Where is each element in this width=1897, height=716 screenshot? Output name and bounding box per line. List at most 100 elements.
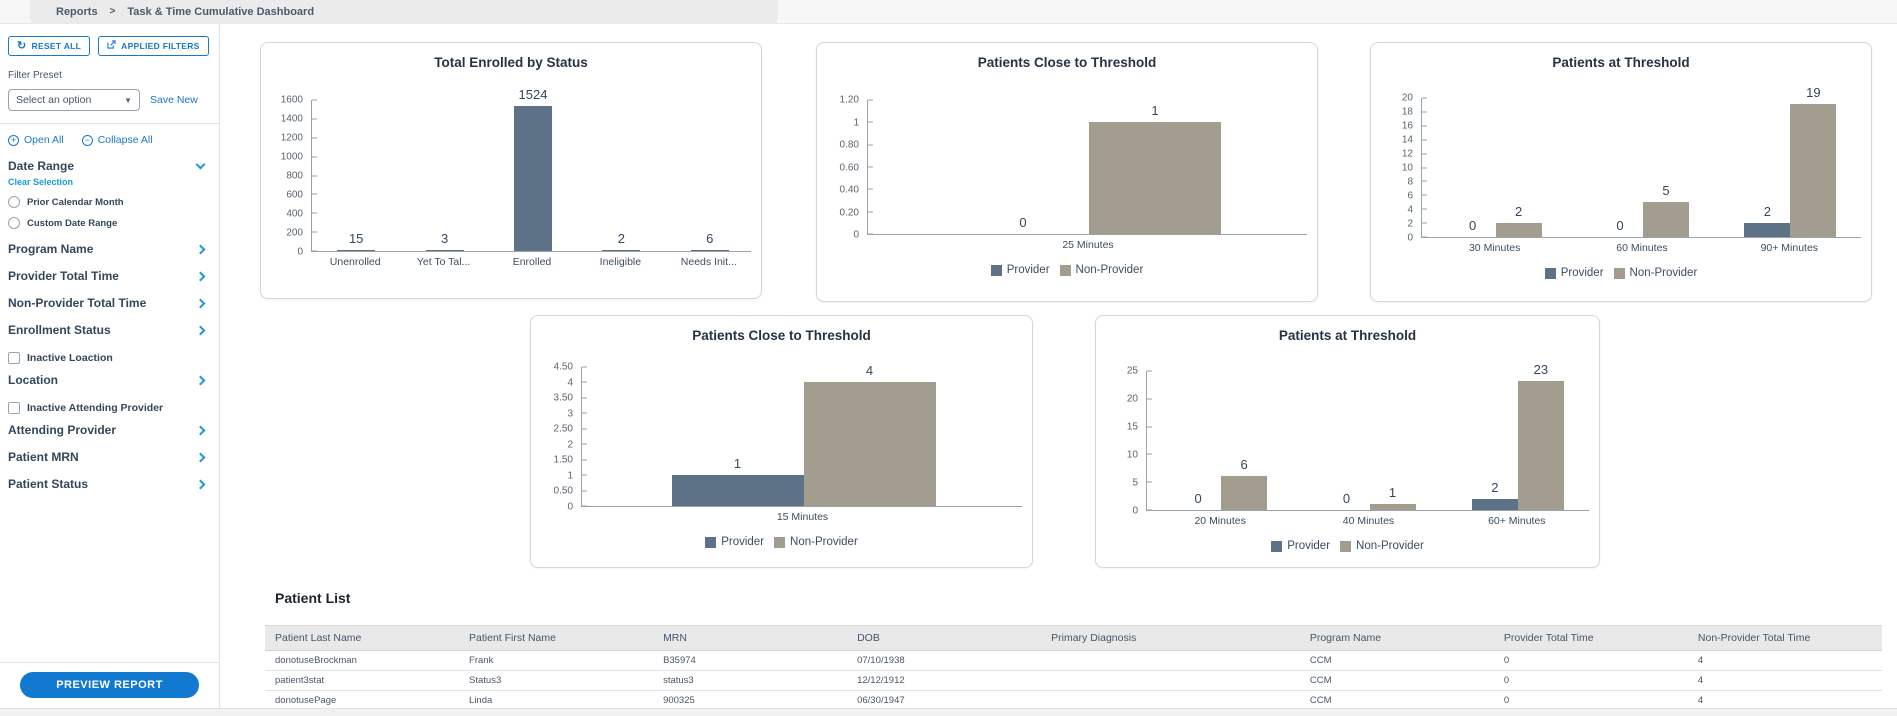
bar-value-label: 6 xyxy=(706,230,714,246)
filter-section-non-provider-total-time[interactable]: Non-Provider Total Time xyxy=(8,296,207,310)
bar-provider xyxy=(1471,498,1518,510)
y-axis-tick-mark xyxy=(582,474,587,476)
checkbox-inactive-location[interactable]: Inactive Loaction xyxy=(8,352,207,364)
collapse-all-link[interactable]: − Collapse All xyxy=(81,134,153,146)
divider xyxy=(0,123,219,124)
filter-section-patient-status[interactable]: Patient Status xyxy=(8,477,207,491)
filter-section-patient-mrn[interactable]: Patient MRN xyxy=(8,450,207,464)
y-axis-tick-mark xyxy=(1422,153,1427,155)
y-axis-tick-mark xyxy=(1147,370,1152,372)
breadcrumb-reports[interactable]: Reports xyxy=(56,5,98,18)
y-axis-tick-label: 12 xyxy=(1401,148,1413,160)
y-axis-tick-mark xyxy=(1422,180,1427,182)
checkbox-icon[interactable] xyxy=(8,352,20,364)
bar-yet-to-tal- xyxy=(425,249,464,251)
bar-ineligible xyxy=(602,249,641,251)
chevron-right-icon xyxy=(195,479,206,489)
plus-circle-icon: + xyxy=(8,134,19,146)
bar-value-label: 4 xyxy=(865,362,874,378)
checkbox-icon[interactable] xyxy=(8,402,20,414)
radio-prior-calendar-month[interactable]: Prior Calendar Month xyxy=(8,196,207,208)
y-axis-tick-label: 3.50 xyxy=(553,392,573,404)
chart-title: Patients Close to Threshold xyxy=(977,55,1157,70)
y-axis-tick-label: 0.50 xyxy=(553,485,573,497)
sidebar-footer: PREVIEW REPORT xyxy=(0,662,219,708)
patient-list-title: Patient List xyxy=(275,590,351,606)
bar-value-label: 1 xyxy=(1151,102,1159,118)
legend-item-non-provider: Non-Provider xyxy=(774,536,858,548)
legend-label: Non-Provider xyxy=(1075,264,1144,276)
bar-provider xyxy=(1744,223,1791,237)
filter-section-enrollment-status[interactable]: Enrollment Status xyxy=(8,323,207,337)
bar-provider xyxy=(671,474,804,506)
y-axis-tick-label: 15 xyxy=(1126,421,1138,433)
y-axis-tick-mark xyxy=(312,99,317,101)
y-axis-tick-mark xyxy=(312,175,317,176)
y-axis-tick-mark xyxy=(868,188,873,190)
bar-value-label: 6 xyxy=(1240,457,1248,473)
checkbox-inactive-attending-provider[interactable]: Inactive Attending Provider xyxy=(8,402,207,414)
bar-value-label: 1 xyxy=(1388,485,1397,501)
preview-report-button[interactable]: PREVIEW REPORT xyxy=(20,672,199,698)
legend-item-non-provider: Non-Provider xyxy=(1613,267,1697,279)
y-axis-tick-mark xyxy=(582,412,587,414)
table-row[interactable]: donotuseBrockman Frank B35974 07/10/1938 CCM… xyxy=(265,650,1882,671)
x-axis-category-label: Ineligible xyxy=(599,256,642,268)
applied-filters-button[interactable]: APPLIED FILTERS xyxy=(98,36,209,56)
legend-label: Provider xyxy=(1560,267,1604,279)
table-row[interactable]: patient3stat Status3 status3 12/12/1912 CCM 0… xyxy=(265,670,1882,691)
chevron-right-icon xyxy=(195,325,206,335)
bar-value-label: 0 xyxy=(1194,491,1202,506)
radio-icon[interactable] xyxy=(8,217,20,229)
chevron-right-icon xyxy=(195,244,206,254)
legend-swatch-icon xyxy=(705,536,717,548)
y-axis-tick-mark xyxy=(1147,509,1152,511)
y-axis-tick-mark xyxy=(868,233,873,235)
clear-selection-link[interactable]: Clear Selection xyxy=(8,177,74,187)
radio-custom-date-range[interactable]: Custom Date Range xyxy=(8,217,207,229)
bar-non-provider xyxy=(1517,381,1564,510)
filter-section-attending-provider[interactable]: Attending Provider xyxy=(8,423,207,437)
open-all-link[interactable]: + Open All xyxy=(8,134,64,146)
filter-section-location[interactable]: Location xyxy=(8,373,207,387)
y-axis-tick-mark xyxy=(312,193,317,195)
bar-value-label: 1524 xyxy=(518,87,548,103)
y-axis-tick-mark xyxy=(1422,125,1427,127)
filter-section-provider-total-time[interactable]: Provider Total Time xyxy=(8,269,207,283)
table-row[interactable]: donotusePage Linda 900325 06/30/1947 CCM 0 4 xyxy=(265,690,1882,711)
bar-value-label: 0 xyxy=(1342,491,1351,506)
y-axis-tick-label: 1.50 xyxy=(553,454,573,466)
filter-section-date-range[interactable]: Date Range xyxy=(8,159,207,173)
x-axis-category-label: Yet To Tal... xyxy=(416,256,471,268)
y-axis-tick-mark xyxy=(868,99,873,101)
chevron-down-icon xyxy=(195,159,206,170)
legend-swatch-icon xyxy=(1059,264,1071,276)
save-new-link[interactable]: Save New xyxy=(150,94,198,106)
x-axis-category-label: 30 Minutes xyxy=(1468,242,1521,254)
bar-non-provider xyxy=(1790,104,1837,237)
radio-icon[interactable] xyxy=(8,196,20,208)
filter-preset-select[interactable]: Select an option ▼ xyxy=(8,89,140,111)
chart-title: Patients at Threshold xyxy=(1552,55,1690,70)
y-axis-tick-label: 0 xyxy=(1407,232,1413,244)
table-cell: B35974 xyxy=(653,650,848,671)
chevron-right-icon xyxy=(195,425,206,435)
legend-swatch-icon xyxy=(1544,267,1556,279)
chart-card-patients-at-threshold-20-40-60: Patients at Threshold 25 20 15 10 5 0 0 6 0 1 2 23 … xyxy=(1095,315,1600,568)
y-axis-tick-label: 400 xyxy=(286,208,303,220)
column-header-patient-last-name: Patient Last Name xyxy=(265,625,460,651)
y-axis-tick-mark xyxy=(582,459,587,461)
bottom-scroll-strip[interactable] xyxy=(0,708,1897,716)
y-axis-tick-label: 20 xyxy=(1401,92,1413,104)
legend-swatch-icon xyxy=(774,536,786,548)
legend-label: Provider xyxy=(1287,540,1331,552)
column-header-dob: DOB xyxy=(847,625,1042,651)
y-axis-tick-label: 8 xyxy=(1407,176,1413,188)
reset-all-button[interactable]: ↻ RESET ALL xyxy=(8,36,91,56)
bar-value-label: 5 xyxy=(1662,183,1670,198)
bar-non-provider xyxy=(1369,504,1416,510)
y-axis-tick-label: 0 xyxy=(1132,505,1138,517)
y-axis-tick-mark xyxy=(868,144,873,146)
y-axis-tick-mark xyxy=(312,231,317,233)
filter-section-program-name[interactable]: Program Name xyxy=(8,242,207,256)
